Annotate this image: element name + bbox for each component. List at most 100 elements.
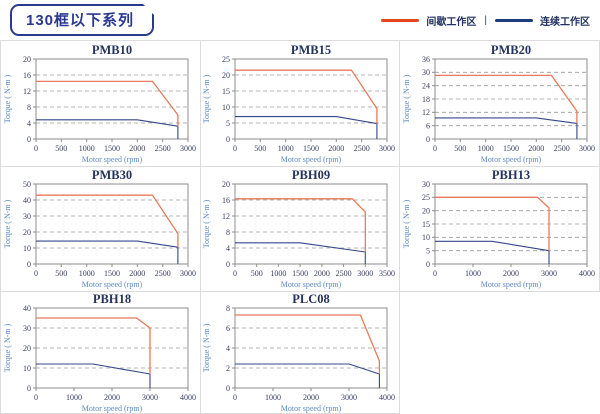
svg-text:10: 10 — [222, 102, 230, 111]
svg-text:PBH09: PBH09 — [292, 168, 330, 182]
svg-text:15: 15 — [222, 86, 230, 95]
svg-text:Motor speed (rpm): Motor speed (rpm) — [281, 280, 342, 289]
svg-text:20: 20 — [23, 54, 31, 63]
svg-text:16: 16 — [222, 196, 230, 205]
chart-cell-plc08: 0 2 4 6 8 0 1000 2000 3000 4000 PLC08 Motor speed (… — [200, 292, 401, 414]
svg-text:Torque ( N-m ): Torque ( N-m ) — [402, 74, 411, 123]
torque-speed-chart-pmb10: 0 4 8 12 16 20 0 500 1000 1500 2000 2500 3000 PMB10 Mo… — [3, 43, 196, 164]
svg-text:2: 2 — [226, 363, 230, 372]
chart-cell-pbh18: 0 10 20 30 40 0 1000 2000 3000 4000 PBH18 Motor spe… — [1, 292, 201, 414]
svg-text:8: 8 — [226, 228, 230, 237]
svg-text:1000: 1000 — [278, 144, 294, 153]
svg-text:0: 0 — [226, 383, 230, 392]
svg-text:1000: 1000 — [79, 144, 95, 153]
svg-text:4: 4 — [226, 244, 230, 253]
svg-text:0: 0 — [226, 134, 230, 143]
torque-speed-chart-pbh18: 0 10 20 30 40 0 1000 2000 3000 4000 PBH18 Motor spe… — [3, 292, 196, 413]
svg-text:0: 0 — [34, 269, 38, 278]
page-header: 130框以下系列 间歇工作区 | 连续工作区 — [0, 0, 600, 40]
svg-text:8: 8 — [226, 303, 230, 312]
svg-text:8: 8 — [27, 102, 31, 111]
svg-text:1500: 1500 — [104, 144, 120, 153]
svg-text:0: 0 — [426, 134, 430, 143]
svg-text:Torque ( N-m ): Torque ( N-m ) — [402, 199, 411, 248]
svg-text:2500: 2500 — [354, 144, 370, 153]
chart-grid: 0 4 8 12 16 20 0 500 1000 1500 2000 2500 3000 PMB10 Mo… — [0, 40, 600, 414]
svg-text:Motor speed (rpm): Motor speed (rpm) — [82, 280, 143, 289]
svg-text:500: 500 — [255, 144, 267, 153]
svg-text:20: 20 — [422, 207, 430, 216]
svg-text:3000: 3000 — [142, 393, 158, 402]
svg-text:2000: 2000 — [129, 144, 145, 153]
svg-text:16: 16 — [23, 70, 31, 79]
svg-text:500: 500 — [251, 269, 263, 278]
svg-text:30: 30 — [422, 180, 430, 189]
svg-text:1500: 1500 — [303, 144, 319, 153]
chart-cell-pmb10: 0 4 8 12 16 20 0 500 1000 1500 2000 2500 3000 PMB10 Mo… — [1, 41, 201, 167]
svg-text:12: 12 — [222, 212, 230, 221]
svg-text:12: 12 — [422, 108, 430, 117]
svg-text:20: 20 — [23, 343, 31, 352]
svg-text:PMB20: PMB20 — [491, 43, 531, 57]
legend-item-intermittent: 间歇工作区 — [381, 13, 476, 28]
svg-text:0: 0 — [226, 260, 230, 269]
svg-text:50: 50 — [23, 180, 31, 189]
svg-text:1000: 1000 — [271, 269, 287, 278]
svg-text:1500: 1500 — [503, 144, 519, 153]
svg-text:30: 30 — [422, 68, 430, 77]
svg-text:3000: 3000 — [579, 144, 595, 153]
series-title-badge: 130框以下系列 — [10, 4, 154, 36]
svg-text:500: 500 — [55, 144, 67, 153]
svg-text:PMB30: PMB30 — [92, 168, 132, 182]
legend-label-intermittent: 间歇工作区 — [426, 16, 477, 28]
svg-text:25: 25 — [222, 54, 230, 63]
svg-text:3000: 3000 — [541, 269, 557, 278]
torque-speed-chart-pbh09: 0 4 8 12 16 20 0 500 1000 1500 2000 2500 3000 3500 PBH… — [202, 168, 395, 289]
svg-text:0: 0 — [426, 260, 430, 269]
svg-text:20: 20 — [222, 70, 230, 79]
svg-text:3000: 3000 — [341, 393, 357, 402]
svg-text:Torque ( N-m ): Torque ( N-m ) — [202, 199, 211, 248]
svg-text:1000: 1000 — [465, 269, 481, 278]
svg-text:Torque ( N-m ): Torque ( N-m ) — [3, 199, 12, 248]
svg-text:2000: 2000 — [104, 393, 120, 402]
svg-text:30: 30 — [23, 323, 31, 332]
svg-text:0: 0 — [433, 144, 437, 153]
svg-text:1000: 1000 — [478, 144, 494, 153]
torque-speed-chart-pmb20: 0 6 12 18 24 30 36 0 500 1000 1500 2000 2500 3000 PMB2… — [402, 43, 595, 164]
svg-text:20: 20 — [23, 228, 31, 237]
svg-text:3000: 3000 — [180, 144, 196, 153]
svg-text:4000: 4000 — [379, 393, 395, 402]
chart-cell-pbh09: 0 4 8 12 16 20 0 500 1000 1500 2000 2500 3000 3500 PBH… — [200, 167, 401, 292]
svg-text:0: 0 — [27, 260, 31, 269]
svg-text:4000: 4000 — [180, 393, 196, 402]
legend-separator: | — [484, 14, 487, 26]
svg-text:40: 40 — [23, 303, 31, 312]
svg-text:0: 0 — [34, 144, 38, 153]
svg-text:PMB15: PMB15 — [291, 43, 331, 57]
torque-speed-chart-pmb15: 0 5 10 15 20 25 0 500 1000 1500 2000 2500 3000 PMB15 M… — [202, 43, 395, 164]
svg-text:Torque ( N-m ): Torque ( N-m ) — [202, 323, 211, 372]
svg-text:2000: 2000 — [314, 269, 330, 278]
svg-text:0: 0 — [233, 144, 237, 153]
svg-text:2500: 2500 — [336, 269, 352, 278]
svg-text:24: 24 — [422, 81, 430, 90]
svg-text:0: 0 — [34, 393, 38, 402]
svg-text:15: 15 — [422, 220, 430, 229]
svg-text:PLC08: PLC08 — [293, 292, 331, 306]
svg-text:40: 40 — [23, 196, 31, 205]
svg-text:5: 5 — [426, 247, 430, 256]
svg-text:4: 4 — [226, 343, 230, 352]
svg-text:0: 0 — [27, 383, 31, 392]
svg-text:10: 10 — [23, 244, 31, 253]
svg-text:1000: 1000 — [79, 269, 95, 278]
chart-cell-pmb30: 0 10 20 30 40 50 0 500 1000 1500 2000 2500 3000 PMB30… — [1, 167, 201, 292]
svg-text:Motor speed (rpm): Motor speed (rpm) — [481, 155, 542, 164]
svg-text:2500: 2500 — [554, 144, 570, 153]
svg-text:3000: 3000 — [180, 269, 196, 278]
svg-text:Motor speed (rpm): Motor speed (rpm) — [281, 155, 342, 164]
svg-text:500: 500 — [454, 144, 466, 153]
continuous-line-swatch — [495, 18, 533, 22]
intermittent-line-swatch — [381, 18, 420, 22]
